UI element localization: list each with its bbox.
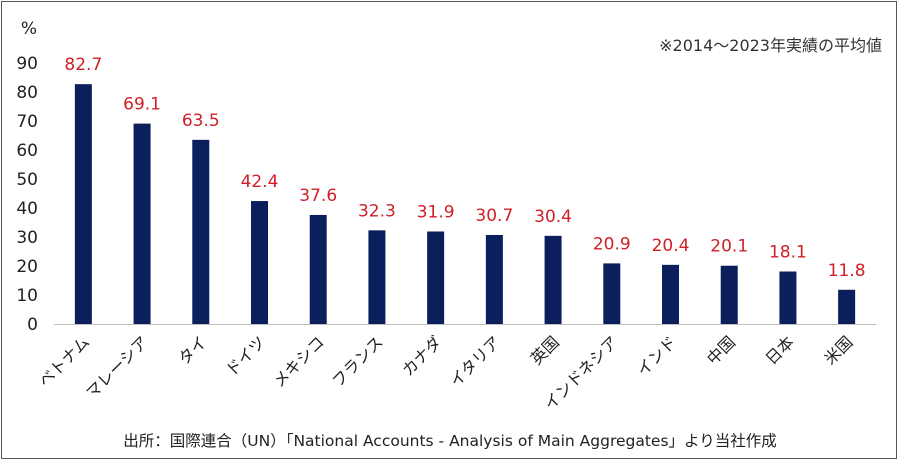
data-label: 63.5 xyxy=(182,111,220,131)
x-tick-label: イタリア xyxy=(446,332,504,390)
bar xyxy=(662,264,679,324)
data-label: 20.4 xyxy=(652,236,690,256)
bar xyxy=(368,230,386,324)
x-tick-label: 米国 xyxy=(820,332,856,368)
y-axis: 0 10 20 30 40 50 60 70 80 90 xyxy=(16,54,38,335)
y-tick-label: 60 xyxy=(16,141,38,161)
bar xyxy=(838,289,856,324)
data-labels: 82.7 69.1 63.5 42.4 37.6 32.3 31.9 30.7 30.4 20.9… xyxy=(64,55,865,281)
bar xyxy=(603,263,621,324)
x-tick-label: マレーシア xyxy=(82,332,152,402)
bar xyxy=(309,214,327,324)
x-tick-label: フランス xyxy=(328,332,386,390)
data-label: 30.4 xyxy=(534,207,572,227)
data-label: 32.3 xyxy=(358,201,396,221)
data-label: 69.1 xyxy=(123,95,161,115)
data-label: 20.1 xyxy=(710,237,748,257)
bar xyxy=(192,139,210,324)
y-tick-label: 80 xyxy=(16,83,38,103)
bar xyxy=(427,231,445,324)
y-tick-label: 10 xyxy=(16,286,38,306)
data-label: 18.1 xyxy=(769,243,807,263)
chart-note: ※2014～2023年実績の平均値 xyxy=(659,36,882,55)
y-tick-label: 90 xyxy=(16,54,38,74)
data-label: 31.9 xyxy=(417,202,455,222)
data-label: 42.4 xyxy=(241,172,279,192)
data-label: 37.6 xyxy=(299,186,337,206)
y-tick-label: 0 xyxy=(27,315,38,335)
bar xyxy=(74,84,92,324)
y-tick-label: 30 xyxy=(16,228,38,248)
bar xyxy=(485,234,503,324)
y-unit-label: % xyxy=(21,19,37,39)
x-tick-label: インド xyxy=(633,332,680,379)
y-tick-label: 70 xyxy=(16,112,38,132)
y-tick-label: 20 xyxy=(16,257,38,277)
x-tick-label: ベトナム xyxy=(35,332,93,390)
x-tick-label: 英国 xyxy=(527,332,563,368)
data-label: 82.7 xyxy=(64,55,102,75)
bar xyxy=(544,235,562,324)
bar-series xyxy=(74,84,856,324)
x-tick-label: 日本 xyxy=(762,332,798,368)
x-tick-label: 中国 xyxy=(703,332,739,368)
y-tick-label: 50 xyxy=(16,170,38,190)
x-tick-label: ドイツ xyxy=(222,332,269,379)
bar xyxy=(133,123,151,324)
bar xyxy=(720,265,738,324)
x-tick-label: タイ xyxy=(175,332,211,368)
x-tick-label: カナダ xyxy=(398,332,445,379)
bar xyxy=(251,201,268,324)
data-label: 11.8 xyxy=(828,261,866,281)
data-label: 30.7 xyxy=(475,206,513,226)
x-tick-label: メキシコ xyxy=(269,332,328,391)
source-note: 出所：国際連合（UN）「National Accounts - Analysis… xyxy=(123,432,776,450)
data-label: 20.9 xyxy=(593,234,631,254)
y-tick-label: 40 xyxy=(16,199,38,219)
bar xyxy=(779,271,797,324)
